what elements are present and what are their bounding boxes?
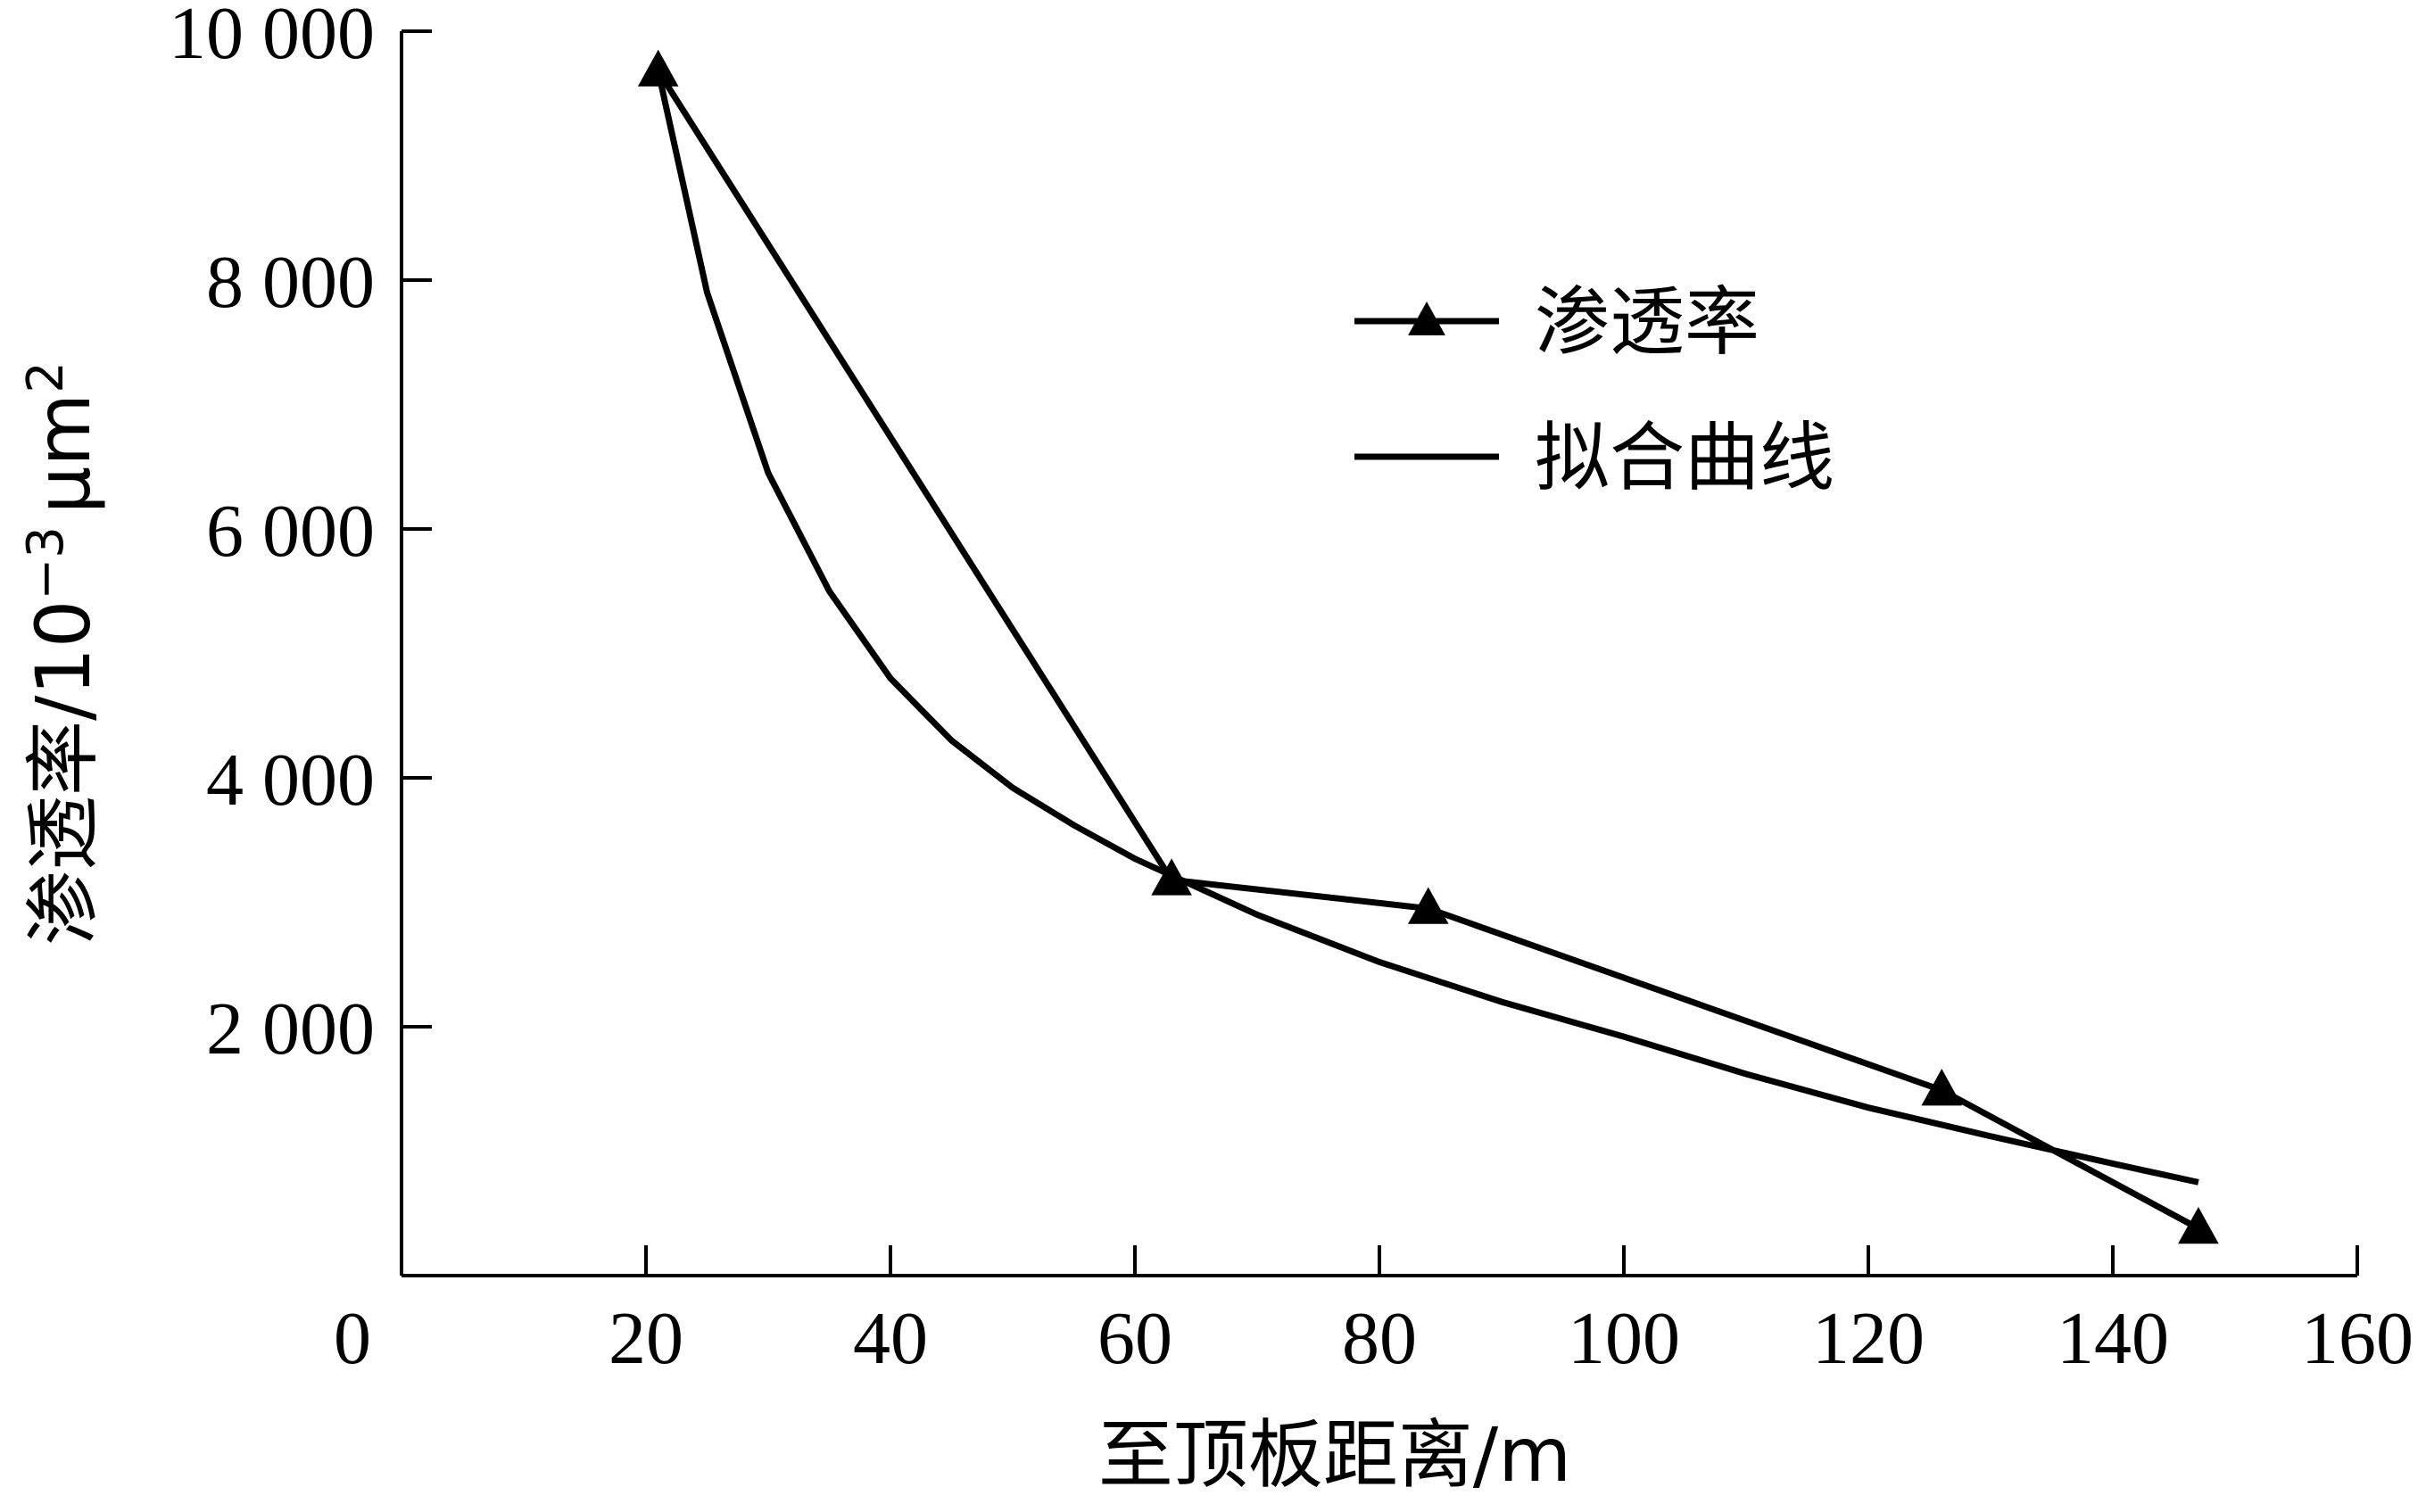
x-tick-label: 160	[2301, 1297, 2414, 1380]
x-axis-title: 至顶板距离/m	[1098, 1411, 1571, 1499]
x-tick-label: 40	[853, 1297, 928, 1380]
fit-curve-line	[655, 70, 2199, 1186]
y-axis-title-unit: μm	[20, 393, 107, 514]
permeability-point	[1408, 887, 1449, 924]
y-tick-label: 4 000	[206, 739, 375, 822]
permeability-point	[2178, 1206, 2219, 1244]
x-tick-label: 140	[2057, 1297, 2169, 1380]
y-tick-label: 8 000	[206, 241, 375, 324]
legend: 渗透率 拟合曲线	[1354, 278, 1834, 501]
y-tick-label: 2 000	[206, 987, 375, 1070]
x-tick-label: 20	[609, 1297, 683, 1380]
legend-item-fit-curve: 拟合曲线	[1354, 414, 1834, 501]
x-tick-label: 80	[1342, 1297, 1417, 1380]
permeability-point	[637, 49, 679, 87]
y-axis-title-unit-exp: 2	[17, 361, 75, 393]
axes	[400, 31, 2357, 1277]
x-tick-label: 60	[1097, 1297, 1172, 1380]
legend-item-permeability: 渗透率	[1354, 278, 1759, 366]
y-tick-label: 6 000	[206, 490, 375, 573]
x-ticks: 0 20 40 60 80 100 120 140 160	[334, 1245, 2414, 1380]
y-axis-title-main: 渗透率/10	[20, 600, 107, 946]
permeability-line	[655, 69, 2200, 1232]
legend-label-fit-curve: 拟合曲线	[1535, 414, 1834, 501]
plot-series	[637, 49, 2219, 1244]
y-tick-label: 10 000	[169, 0, 375, 75]
y-axis-title-exp: −3	[17, 526, 75, 600]
legend-label-permeability: 渗透率	[1535, 278, 1759, 366]
x-tick-label: 0	[334, 1297, 371, 1380]
x-tick-label: 100	[1568, 1297, 1680, 1380]
y-ticks: 2 000 4 000 6 000 8 000 10 000	[169, 0, 432, 1070]
x-tick-label: 120	[1812, 1297, 1925, 1380]
legend-triangle-marker	[1408, 302, 1445, 335]
permeability-point	[1921, 1069, 1962, 1106]
y-axis-title: 渗透率/10−3 μm2	[17, 361, 107, 946]
permeability-point	[1151, 858, 1192, 896]
